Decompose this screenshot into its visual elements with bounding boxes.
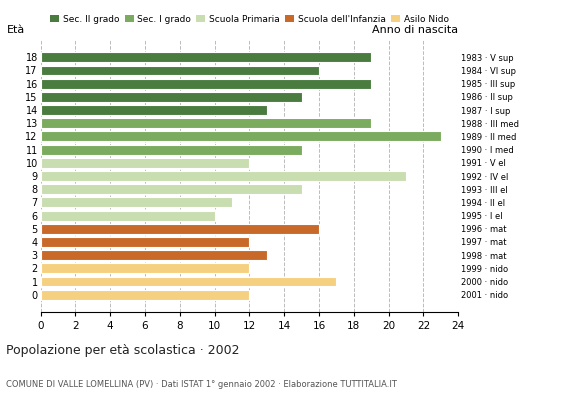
Bar — [41, 79, 371, 89]
Text: Anno di nascita: Anno di nascita — [372, 24, 458, 34]
Bar — [41, 211, 215, 220]
Bar — [41, 276, 336, 286]
Bar — [41, 184, 302, 194]
Text: Età: Età — [7, 24, 26, 34]
Bar — [41, 105, 267, 115]
Bar — [41, 92, 302, 102]
Bar — [41, 290, 249, 300]
Bar — [41, 145, 302, 154]
Bar — [41, 118, 371, 128]
Bar — [41, 250, 267, 260]
Bar — [41, 132, 441, 141]
Bar — [41, 263, 249, 273]
Bar — [41, 224, 319, 234]
Text: Popolazione per età scolastica · 2002: Popolazione per età scolastica · 2002 — [6, 344, 240, 357]
Bar — [41, 171, 406, 181]
Bar — [41, 52, 371, 62]
Legend: Sec. II grado, Sec. I grado, Scuola Primaria, Scuola dell'Infanzia, Asilo Nido: Sec. II grado, Sec. I grado, Scuola Prim… — [50, 14, 449, 24]
Bar — [41, 158, 249, 168]
Bar — [41, 66, 319, 76]
Bar — [41, 237, 249, 247]
Bar — [41, 198, 232, 207]
Text: COMUNE DI VALLE LOMELLINA (PV) · Dati ISTAT 1° gennaio 2002 · Elaborazione TUTTI: COMUNE DI VALLE LOMELLINA (PV) · Dati IS… — [6, 380, 397, 389]
